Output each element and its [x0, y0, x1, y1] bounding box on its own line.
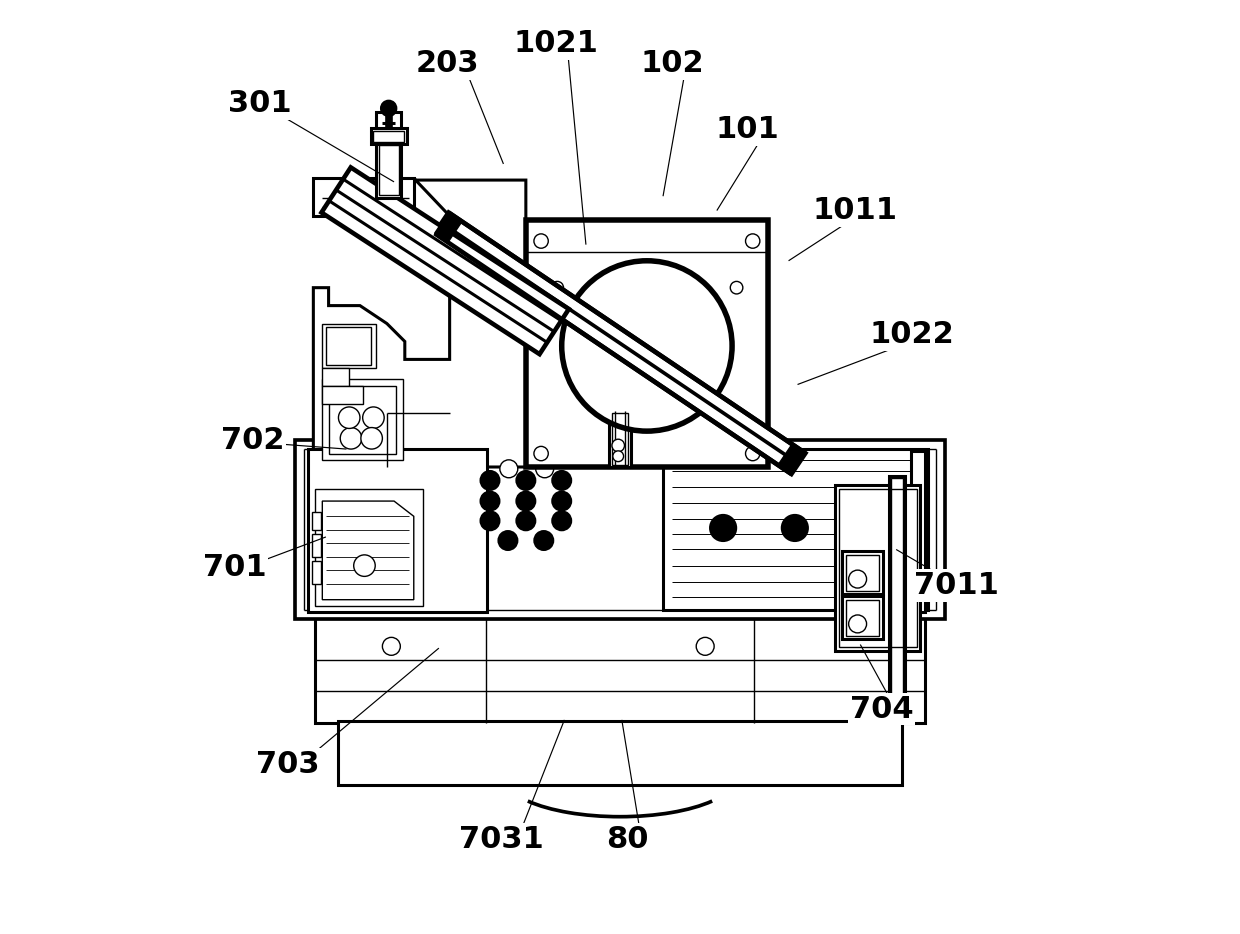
Text: 702: 702 [221, 426, 284, 455]
Circle shape [534, 531, 553, 549]
Circle shape [517, 512, 534, 530]
Circle shape [611, 439, 625, 452]
Bar [322, 368, 350, 387]
Bar [838, 488, 916, 647]
Bar [842, 551, 883, 594]
Bar [314, 178, 414, 216]
Bar [322, 323, 376, 368]
Circle shape [745, 234, 760, 248]
Bar [308, 449, 487, 613]
Bar [611, 413, 629, 465]
Circle shape [730, 281, 743, 294]
Bar [889, 476, 905, 700]
Circle shape [553, 472, 570, 489]
Circle shape [696, 637, 714, 656]
Circle shape [382, 101, 396, 116]
Circle shape [481, 492, 498, 510]
Text: 7011: 7011 [914, 571, 998, 600]
Polygon shape [322, 501, 414, 600]
Bar [326, 327, 371, 365]
Circle shape [553, 492, 570, 510]
Circle shape [613, 451, 624, 461]
Text: 701: 701 [202, 553, 267, 582]
Circle shape [362, 407, 384, 429]
Bar [295, 440, 945, 619]
Text: 203: 203 [417, 49, 480, 78]
Polygon shape [777, 445, 806, 474]
Bar [663, 449, 928, 611]
Text: 101: 101 [715, 116, 779, 145]
Circle shape [745, 446, 760, 460]
Bar [311, 512, 320, 530]
Circle shape [498, 531, 517, 549]
Bar [329, 387, 396, 454]
Bar [842, 596, 883, 639]
Bar [378, 145, 398, 195]
Circle shape [782, 516, 807, 541]
Text: 301: 301 [228, 90, 291, 119]
Circle shape [517, 472, 534, 489]
Bar [315, 489, 423, 606]
Text: 1011: 1011 [812, 196, 898, 225]
Circle shape [500, 460, 518, 478]
Bar [373, 131, 404, 142]
Circle shape [517, 492, 534, 510]
Polygon shape [434, 213, 463, 242]
Bar [911, 451, 925, 613]
Bar [322, 379, 403, 460]
Text: 704: 704 [849, 695, 914, 724]
Bar [836, 485, 920, 651]
Bar [526, 220, 768, 467]
Polygon shape [434, 213, 806, 474]
Polygon shape [314, 180, 526, 467]
Bar [890, 478, 903, 699]
Circle shape [534, 446, 548, 460]
Bar [609, 411, 631, 467]
Circle shape [551, 281, 563, 294]
Circle shape [339, 407, 360, 429]
Circle shape [711, 516, 735, 541]
Bar [311, 534, 320, 557]
Circle shape [848, 570, 867, 588]
Circle shape [481, 512, 498, 530]
Circle shape [562, 261, 732, 432]
Text: 102: 102 [640, 49, 704, 78]
Bar [315, 615, 925, 723]
Circle shape [382, 637, 401, 656]
Bar [846, 555, 879, 590]
Polygon shape [321, 167, 569, 354]
Text: 703: 703 [257, 750, 320, 779]
Bar [376, 112, 402, 128]
Bar [376, 142, 402, 198]
Bar [337, 721, 903, 785]
Bar [322, 387, 362, 404]
Circle shape [340, 428, 362, 449]
Circle shape [353, 555, 376, 576]
Text: 1022: 1022 [869, 319, 954, 348]
Circle shape [553, 512, 570, 530]
Circle shape [536, 460, 553, 478]
Circle shape [361, 428, 382, 449]
Text: 7031: 7031 [459, 825, 544, 854]
Text: 80: 80 [606, 825, 649, 854]
Circle shape [848, 615, 867, 633]
Circle shape [534, 234, 548, 248]
Text: 1021: 1021 [513, 29, 598, 58]
Bar [311, 561, 320, 584]
Bar [846, 600, 879, 635]
Circle shape [481, 472, 498, 489]
Bar [371, 128, 407, 144]
